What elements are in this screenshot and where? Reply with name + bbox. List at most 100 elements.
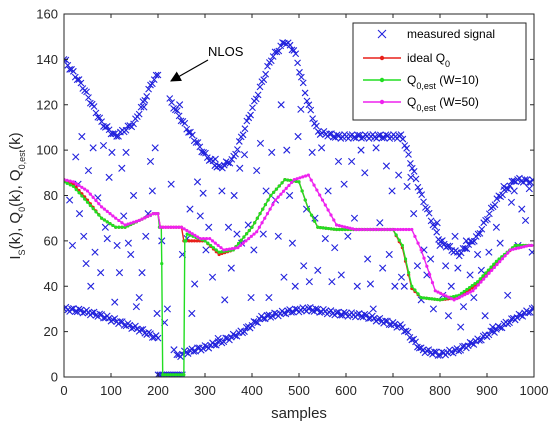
measured-point <box>118 164 126 172</box>
series-point <box>102 218 107 222</box>
measured-point <box>120 321 128 329</box>
measured-point <box>498 324 506 332</box>
measured-point <box>308 307 316 314</box>
measured-point <box>376 219 384 227</box>
measured-point <box>331 244 339 252</box>
measured-point <box>425 209 433 217</box>
measured-point <box>379 264 387 272</box>
series-point <box>247 237 251 241</box>
measured-point <box>478 225 486 233</box>
measured-point <box>218 187 226 195</box>
measured-point <box>297 105 305 113</box>
series-point <box>108 212 112 216</box>
measured-point <box>517 177 525 185</box>
series-point <box>471 289 475 293</box>
measured-point <box>388 187 396 195</box>
measured-point <box>337 271 345 279</box>
series-point <box>71 184 75 189</box>
series-point <box>424 296 429 300</box>
series-point <box>261 207 265 211</box>
series-point <box>195 239 199 243</box>
measured-point <box>529 176 534 184</box>
measured-point <box>294 59 301 67</box>
series-point <box>179 373 183 377</box>
measured-point <box>414 183 422 191</box>
measured-point <box>313 122 320 130</box>
series-point <box>74 182 78 186</box>
measured-point <box>376 131 384 139</box>
measured-point <box>491 201 499 209</box>
measured-point <box>493 195 501 203</box>
measured-point <box>226 159 234 167</box>
measured-point <box>328 278 336 286</box>
measured-point <box>526 309 534 316</box>
series-point <box>182 373 186 377</box>
series-point <box>506 251 510 255</box>
series-point <box>80 194 84 198</box>
measured-point <box>250 246 258 254</box>
measured-point <box>425 346 433 354</box>
measured-point <box>344 232 352 240</box>
series-point <box>68 179 72 183</box>
x-tick-label: 400 <box>241 383 263 398</box>
measured-point <box>244 221 252 229</box>
series-point <box>457 295 462 299</box>
x-tick-label: 600 <box>335 383 357 398</box>
measured-point <box>336 311 344 319</box>
measured-point <box>301 89 309 97</box>
measured-point <box>504 291 512 299</box>
series-point <box>219 246 223 250</box>
series-point <box>326 208 330 212</box>
measured-point <box>148 80 156 88</box>
series-point <box>441 297 445 301</box>
measured-point <box>101 124 109 131</box>
measured-point <box>68 305 75 313</box>
measured-point <box>436 241 444 250</box>
series-point <box>486 268 490 272</box>
measured-point <box>111 315 119 322</box>
series-point <box>174 373 178 377</box>
series-point <box>120 221 124 225</box>
series-point <box>370 227 374 232</box>
series-point <box>527 243 531 248</box>
series-point <box>276 195 280 199</box>
series-point <box>522 245 526 249</box>
series-point <box>204 237 209 241</box>
measured-point <box>485 210 493 218</box>
measured-point <box>227 333 235 341</box>
series-point <box>77 191 81 195</box>
measured-point <box>191 280 199 288</box>
measured-point <box>254 91 262 99</box>
series-point <box>176 373 181 377</box>
measured-point <box>262 70 270 78</box>
measured-point <box>252 95 260 103</box>
series-point <box>203 239 207 243</box>
measured-point <box>487 327 495 335</box>
measured-point <box>518 205 526 213</box>
series-point <box>227 247 232 251</box>
series-point <box>91 207 95 211</box>
series-point <box>410 227 414 232</box>
measured-point <box>64 55 68 63</box>
measured-point <box>412 338 419 346</box>
measured-point <box>194 139 202 146</box>
measured-point <box>108 148 116 156</box>
y-tick-label: 40 <box>44 279 58 294</box>
measured-point <box>521 216 530 225</box>
measured-point <box>183 125 191 133</box>
series-point <box>163 373 167 377</box>
measured-point <box>142 232 150 240</box>
series-point <box>265 212 270 216</box>
measured-point <box>103 123 111 130</box>
series-point <box>169 373 173 377</box>
measured-point <box>163 305 171 313</box>
measured-point <box>462 237 470 245</box>
series-point <box>117 225 121 229</box>
measured-point <box>528 305 534 312</box>
measured-point <box>288 239 297 247</box>
series-point <box>151 212 155 216</box>
series-point <box>443 296 447 301</box>
series-point <box>91 195 95 199</box>
series-point <box>508 248 513 252</box>
legend-label: Q0,est (W=10) <box>407 73 479 91</box>
